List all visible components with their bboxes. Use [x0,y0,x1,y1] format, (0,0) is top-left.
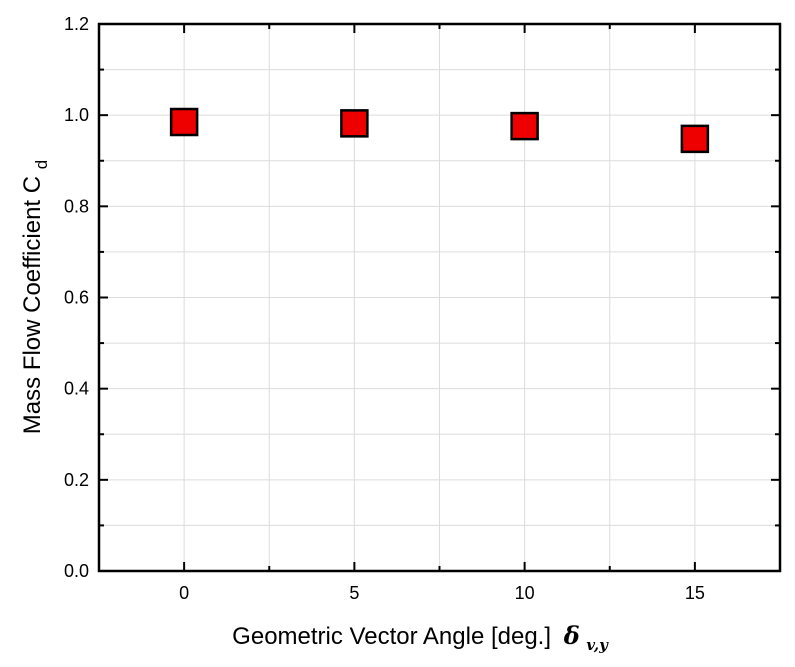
y-tick-label: 1.2 [64,14,89,34]
y-tick-label: 0.6 [64,288,89,308]
plot-frame [97,22,782,573]
x-tick-label: 10 [515,583,535,603]
x-tick-labels: 0 5 10 15 [179,583,705,603]
y-tick-label: 0.4 [64,379,89,399]
y-tick-label: 0.2 [64,470,89,490]
grid-lines [99,24,780,571]
y-axis-title: Mass Flow Coefficient C d [19,160,51,434]
y-tick-label: 1.0 [64,105,89,125]
data-point-marker [169,107,199,137]
x-axis-title: Geometric Vector Angle [deg.] δ v,y [232,621,609,654]
data-point-marker [510,111,539,141]
y-tick-labels: 0.0 0.2 0.4 0.6 0.8 1.0 1.2 [64,14,89,581]
data-point-marker [340,109,369,138]
data-point-marker [680,124,710,154]
x-tick-label: 0 [179,583,189,603]
y-tick-label: 0.0 [64,561,89,581]
x-tick-label: 5 [349,583,359,603]
y-tick-label: 0.8 [64,196,89,216]
x-tick-label: 15 [685,583,705,603]
data-points [169,107,710,154]
